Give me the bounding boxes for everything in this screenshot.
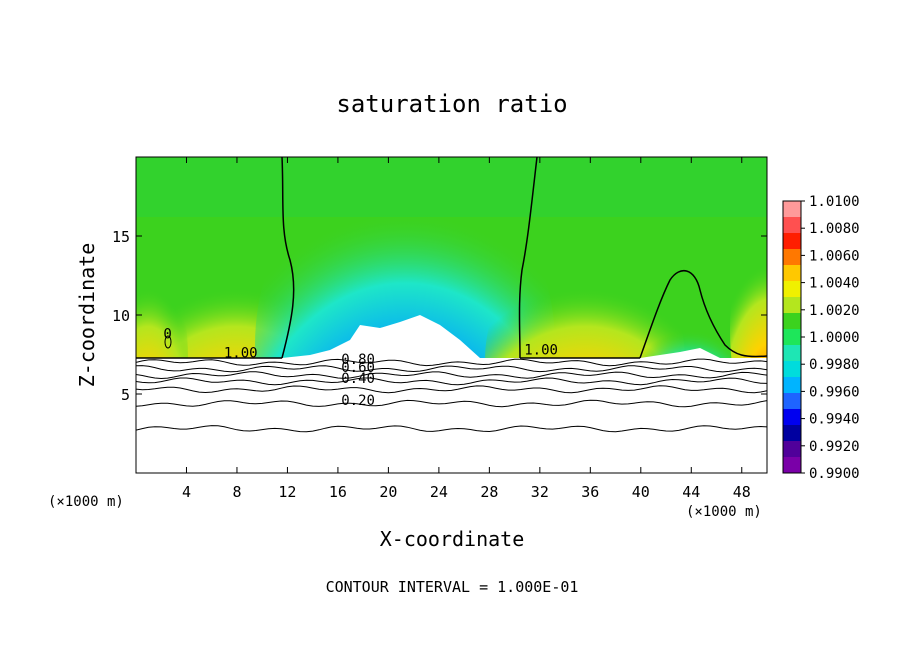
colorbar-label: 0.9980 (809, 357, 860, 373)
colorbar-swatch (783, 297, 801, 314)
contour-line-lower (136, 425, 767, 433)
colorbar-label: 0.9960 (809, 384, 860, 400)
colorbar-swatch (783, 329, 801, 346)
x-tick-label: 48 (733, 483, 751, 501)
colorbar-swatch (783, 393, 801, 410)
colorbar-label: 1.0080 (809, 221, 860, 237)
contour-label: 0.40 (341, 371, 375, 387)
x-tick-label: 12 (278, 483, 296, 501)
colorbar-swatch (783, 441, 801, 458)
colorbar-label: 0.9940 (809, 412, 860, 428)
x-tick-label: 8 (232, 483, 241, 501)
colorbar-label: 1.0060 (809, 248, 860, 264)
x-tick-label: 44 (682, 483, 700, 501)
contour-line-lower (136, 385, 767, 394)
x-axis-unit-right: (×1000 m) (686, 504, 762, 520)
contour-line-lower (136, 377, 767, 386)
colorbar-label: 0.9900 (809, 466, 860, 482)
colorbar-swatch (783, 377, 801, 394)
x-axis-ticks: 4 8 12 16 20 24 28 32 36 40 44 48 (182, 157, 751, 501)
x-axis-label: X-coordinate (380, 527, 525, 551)
colorbar: 1.0100 1.0080 1.0060 1.0040 1.0020 1.0000 0.99… (782, 194, 860, 482)
colorbar-label: 1.0020 (809, 303, 860, 319)
x-tick-label: 40 (632, 483, 650, 501)
colorbar-swatch (783, 361, 801, 378)
colorbar-swatch (783, 409, 801, 426)
y-axis-ticks: 5 10 15 (112, 228, 767, 404)
colorbar-label: 1.0040 (809, 276, 860, 292)
contour-label: 0.60 (341, 360, 375, 376)
x-tick-label: 20 (379, 483, 397, 501)
contour-label: 0.80 (341, 352, 375, 368)
x-tick-label: 36 (581, 483, 599, 501)
x-tick-label: 4 (182, 483, 191, 501)
y-tick-label: 10 (112, 307, 130, 325)
contour-line-lower (136, 358, 767, 367)
colorbar-label: 1.0000 (809, 330, 860, 346)
colorbar-swatch (783, 249, 801, 266)
contour-line-lower (136, 365, 767, 373)
contour-interval-note: CONTOUR INTERVAL = 1.000E-01 (326, 578, 579, 596)
colorbar-swatch (783, 281, 801, 298)
contour-label: 1.00 (224, 346, 258, 362)
unsaturated-region (136, 315, 767, 473)
x-tick-label: 32 (531, 483, 549, 501)
contour-fill-field (136, 157, 767, 473)
colorbar-swatch (783, 457, 801, 474)
colorbar-swatch (783, 201, 801, 218)
contour-line-lower (136, 399, 767, 408)
x-tick-label: 28 (480, 483, 498, 501)
colorbar-swatch (783, 313, 801, 330)
colorbar-label: 1.0100 (809, 194, 860, 210)
colorbar-swatch (783, 233, 801, 250)
colorbar-swatch (783, 265, 801, 282)
y-tick-label: 15 (112, 228, 130, 246)
contour-labels: 1.00 1.00 0.800.600.40 0.20 0 (163, 327, 558, 409)
contour-label: 0.20 (341, 393, 375, 409)
x-axis-unit-left: (×1000 m) (48, 494, 124, 510)
colorbar-swatch (783, 217, 801, 234)
colorbar-label: 0.9920 (809, 439, 860, 455)
colorbar-swatch (783, 425, 801, 442)
x-tick-label: 16 (329, 483, 347, 501)
colorbar-swatch (783, 345, 801, 362)
contour-line-small-loop (164, 335, 172, 349)
contour-label: 1.00 (524, 343, 558, 359)
x-tick-label: 24 (430, 483, 448, 501)
chart-title: saturation ratio (336, 90, 567, 118)
contour-lines (136, 157, 767, 433)
y-tick-label: 5 (121, 386, 130, 404)
contour-line-saturation (639, 270, 767, 359)
contour-line-saturation (518, 157, 538, 359)
contour-line-saturation (281, 157, 295, 359)
contour-line-lower (136, 371, 767, 380)
y-axis-label: Z-coordinate (75, 243, 99, 388)
contour-label: 0 (163, 327, 171, 343)
